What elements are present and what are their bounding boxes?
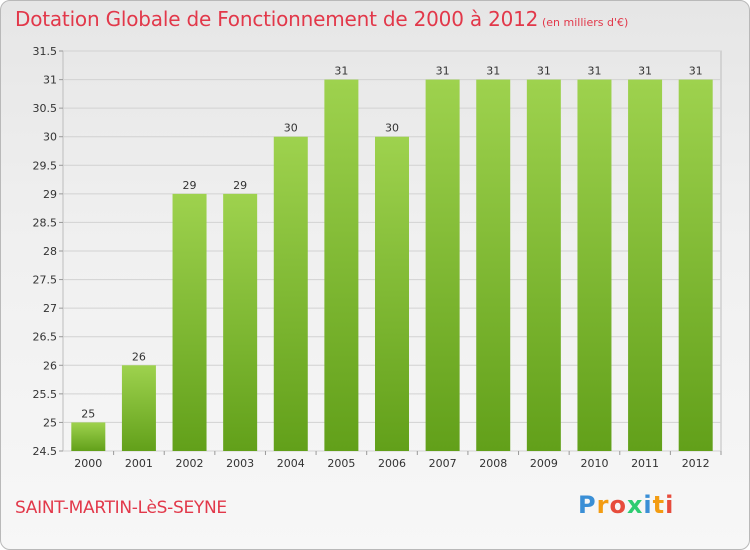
x-tick-label: 2011 bbox=[631, 457, 659, 470]
data-label: 29 bbox=[183, 179, 197, 192]
logo-letter: i bbox=[665, 491, 675, 519]
data-label: 26 bbox=[132, 350, 146, 363]
chart-unit: (en milliers d'€) bbox=[542, 16, 629, 29]
bars-layer: 25 26 29 29 30 31 30 31 31 31 31 31 31 bbox=[71, 65, 713, 452]
y-tick-label: 25 bbox=[43, 416, 57, 429]
y-tick-label: 28 bbox=[43, 245, 57, 258]
y-tick-label: 26.5 bbox=[33, 331, 58, 344]
logo-letter: o bbox=[609, 491, 627, 519]
y-tick-label: 27 bbox=[43, 302, 57, 315]
data-label: 31 bbox=[537, 65, 551, 78]
x-tick-label: 2007 bbox=[429, 457, 457, 470]
y-tick-label: 30.5 bbox=[33, 102, 58, 115]
data-label: 30 bbox=[284, 122, 298, 135]
bar-2002 bbox=[172, 193, 207, 451]
bar-2011 bbox=[628, 79, 663, 452]
data-label: 31 bbox=[689, 65, 703, 78]
bar-2000 bbox=[71, 422, 106, 451]
bar-2007 bbox=[425, 79, 460, 452]
logo-letter: t bbox=[652, 491, 666, 519]
x-tick-label: 2001 bbox=[125, 457, 153, 470]
y-tick-label: 31.5 bbox=[33, 45, 58, 58]
y-tick-label: 27.5 bbox=[33, 274, 58, 287]
x-tick-label: 2010 bbox=[580, 457, 608, 470]
data-label: 30 bbox=[385, 122, 399, 135]
data-label: 25 bbox=[81, 407, 95, 420]
x-tick-label: 2000 bbox=[74, 457, 102, 470]
bar-2010 bbox=[577, 79, 612, 452]
bar-2005 bbox=[324, 79, 359, 452]
y-tick-label: 29 bbox=[43, 188, 57, 201]
logo-letter: x bbox=[626, 491, 644, 519]
axis-layer: 24.5 25 25.5 26 26.5 27 27.5 28 28.5 29 29.5 30 30.5… bbox=[33, 45, 722, 470]
data-label: 29 bbox=[233, 179, 247, 192]
data-label: 31 bbox=[587, 65, 601, 78]
data-label: 31 bbox=[334, 65, 348, 78]
y-tick-label: 24.5 bbox=[33, 445, 58, 458]
logo-letter: r bbox=[596, 491, 610, 519]
y-tick-label: 26 bbox=[43, 359, 57, 372]
bar-2004 bbox=[273, 136, 308, 451]
x-tick-label: 2004 bbox=[277, 457, 305, 470]
x-tick-label: 2002 bbox=[176, 457, 204, 470]
proxiti-logo: Proxiti bbox=[578, 491, 674, 519]
logo-letter: P bbox=[578, 491, 597, 519]
data-label: 31 bbox=[638, 65, 652, 78]
x-tick-label: 2012 bbox=[682, 457, 710, 470]
x-tick-label: 2003 bbox=[226, 457, 254, 470]
logo-letter: i bbox=[643, 491, 653, 519]
x-tick-label: 2008 bbox=[479, 457, 507, 470]
bar-2003 bbox=[223, 193, 258, 451]
bar-2001 bbox=[121, 365, 156, 451]
data-label: 31 bbox=[486, 65, 500, 78]
y-tick-label: 30 bbox=[43, 131, 57, 144]
x-tick-label: 2006 bbox=[378, 457, 406, 470]
bar-2008 bbox=[476, 79, 511, 452]
x-tick-label: 2005 bbox=[327, 457, 355, 470]
y-tick-label: 25.5 bbox=[33, 388, 58, 401]
commune-name: SAINT-MARTIN-LèS-SEYNE bbox=[15, 498, 227, 518]
bar-2009 bbox=[526, 79, 561, 452]
data-label: 31 bbox=[436, 65, 450, 78]
chart-title: Dotation Globale de Fonctionnement de 20… bbox=[15, 7, 539, 31]
y-tick-label: 31 bbox=[43, 74, 57, 87]
bar-2012 bbox=[678, 79, 713, 452]
y-tick-label: 28.5 bbox=[33, 216, 58, 229]
y-tick-label: 29.5 bbox=[33, 159, 58, 172]
bar-2006 bbox=[375, 136, 409, 451]
x-tick-label: 2009 bbox=[530, 457, 558, 470]
